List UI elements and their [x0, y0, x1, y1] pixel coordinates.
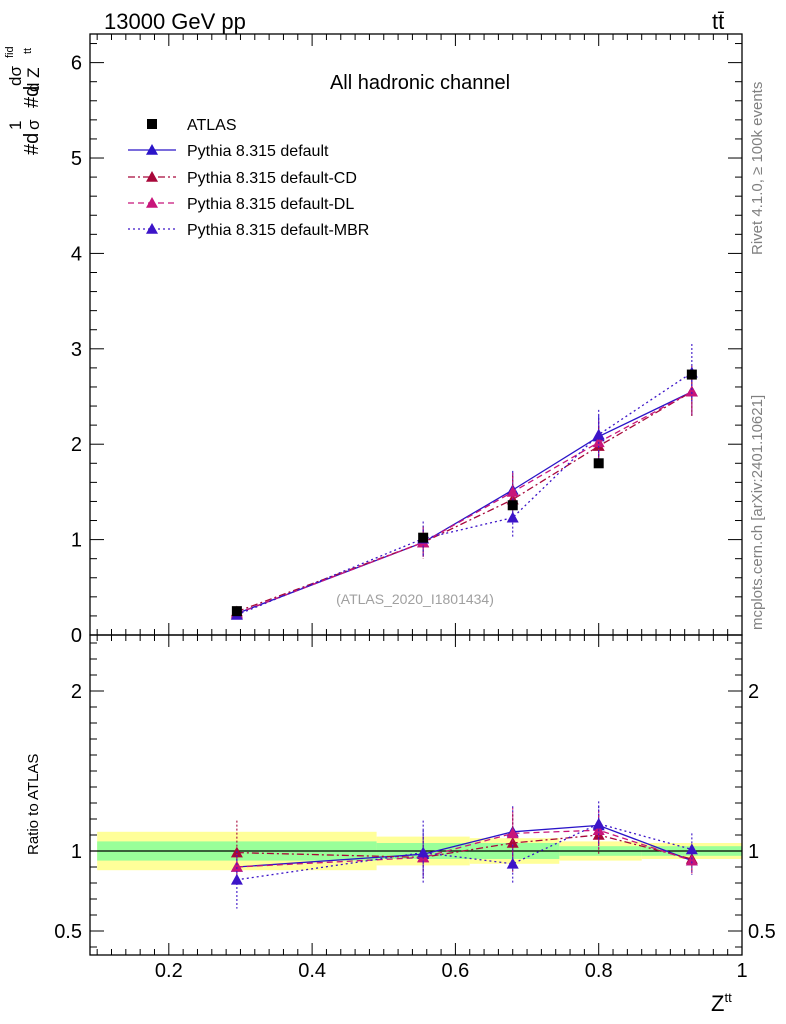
x-tick-label: 0.8: [585, 960, 613, 982]
legend-label-atlas: ATLAS: [187, 117, 237, 134]
atlas-data-point: [593, 458, 604, 469]
ratio-marker: [506, 837, 519, 848]
x-tick-label: 1: [736, 960, 747, 982]
y-tick-label: 2: [71, 434, 82, 456]
process-label: tt̄: [712, 9, 724, 34]
uncertainty-bands: [90, 831, 742, 871]
y-tick-label: 4: [71, 243, 82, 265]
atlas-data-point: [686, 369, 697, 380]
ratio-marker: [506, 827, 519, 839]
legend-marker-atlas: [147, 119, 157, 129]
ratio-tick-label-right: 2: [748, 681, 759, 703]
y-label-part-a: #d: [21, 133, 43, 155]
legend-label-2: Pythia 8.315 default-DL: [187, 196, 354, 213]
series-marker: [592, 436, 605, 448]
rivet-version-label: Rivet 4.1.0, ≥ 100k events: [749, 82, 766, 255]
atlas-data-point: [507, 500, 518, 511]
analysis-label: (ATLAS_2020_I1801434): [336, 591, 494, 607]
y-label-part-h: tt: [22, 48, 34, 54]
series-line-0: [236, 391, 693, 615]
ratio-panel: [230, 801, 698, 909]
y-label-part-c: σ: [24, 119, 43, 130]
main-panel: [230, 344, 698, 620]
atlas-data-point: [418, 532, 429, 543]
ratio-y-axis-label: Ratio to ATLAS: [25, 754, 42, 855]
y-label-part-f: fid: [4, 46, 16, 58]
legend-marker-2: [146, 197, 158, 208]
legend-label-0: Pythia 8.315 default: [187, 143, 329, 160]
ratio-frame: [89, 634, 743, 956]
y-tick-label: 3: [71, 339, 82, 361]
ratio-tick-label-left: 2: [71, 681, 82, 703]
ratio-series-line-2: [236, 829, 693, 868]
y-tick-label: 0: [71, 625, 82, 647]
series-marker: [592, 428, 605, 440]
y-label-part-e: dσ: [6, 66, 25, 86]
series-line-3: [236, 372, 693, 616]
legend-marker-3: [146, 223, 158, 234]
series-marker: [506, 485, 519, 497]
ratio-marker: [685, 854, 698, 866]
y-tick-label: 6: [71, 53, 82, 75]
legend-label-1: Pythia 8.315 default-CD: [187, 170, 357, 187]
x-axis-label: Ztt: [711, 990, 732, 1016]
chart-title: All hadronic channel: [330, 72, 510, 94]
legend-marker-1: [146, 171, 158, 182]
series-marker: [685, 385, 698, 397]
series-marker: [506, 511, 519, 523]
legend: ATLAS Pythia 8.315 default Pythia 8.315 de…: [128, 117, 369, 239]
y-label-part-g: d Z: [24, 67, 43, 92]
legend-marker-0: [146, 144, 158, 155]
atlas-data-point: [231, 606, 242, 617]
ratio-tick-label-right: 0.5: [748, 921, 776, 943]
legend-label-3: Pythia 8.315 default-MBR: [187, 222, 369, 239]
x-tick-label: 0.6: [442, 960, 470, 982]
y-tick-label: 5: [71, 148, 82, 170]
y-label-part-b: 1: [6, 121, 25, 130]
source-label: mcplots.cern.ch [arXiv:2401.10621]: [749, 395, 766, 630]
y-label-part-d: #d: [21, 86, 43, 108]
energy-label: 13000 GeV pp: [104, 9, 246, 34]
x-axis-label-superscript: tt: [724, 990, 732, 1005]
x-tick-label: 0.4: [298, 960, 326, 982]
y-tick-label: 1: [71, 530, 82, 552]
series-line-1: [236, 391, 693, 613]
ratio-marker: [592, 817, 605, 829]
ratio-marker: [230, 873, 243, 885]
ratio-tick-label-right: 1: [748, 841, 759, 863]
ratio-series-line-1: [236, 834, 693, 860]
ratio-marker: [506, 857, 519, 869]
ratio-tick-label-left: 0.5: [54, 921, 82, 943]
ratio-tick-label-left: 1: [71, 841, 82, 863]
ratio-series-line-3: [236, 823, 693, 881]
x-tick-label: 0.2: [155, 960, 183, 982]
ratio-marker: [417, 846, 430, 858]
y-axis-label: #d 1 σ #d dσ fid d Z tt: [4, 46, 43, 155]
ratio-marker: [685, 843, 698, 855]
ratio-marker: [230, 861, 243, 872]
